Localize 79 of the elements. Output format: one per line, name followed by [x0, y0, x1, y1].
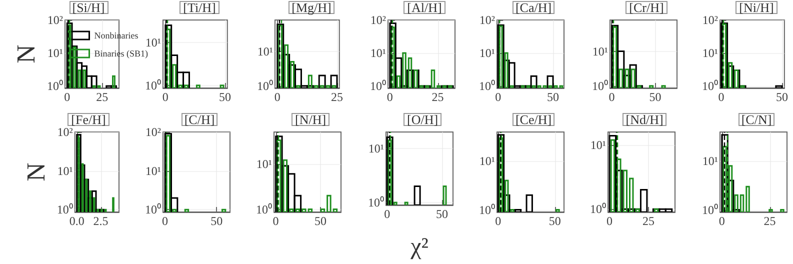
y-tick-label: 10¹	[702, 154, 718, 168]
y-tick-label: 10¹	[592, 44, 608, 58]
x-tick-label: 25	[764, 214, 776, 228]
x-tick-label: 0	[64, 90, 70, 104]
y-tick-label: 10⁰	[702, 79, 718, 94]
y-tick-label: 10¹	[479, 154, 496, 168]
y-tick-label: 10²	[47, 13, 64, 27]
x-tick-label: 2.5	[93, 214, 108, 228]
x-tick-label: 50	[776, 90, 788, 104]
y-tick-label: 10¹	[145, 35, 162, 50]
y-tick-label: 10⁰	[702, 202, 718, 217]
x-tick-label: 0	[718, 90, 724, 104]
x-tick-label: 50	[210, 214, 223, 228]
chart-title: [Ca/H]	[515, 0, 552, 15]
x-tick-label: 0.0	[69, 214, 84, 228]
y-tick-label: 10⁰	[145, 78, 161, 92]
y-tick-label: 10⁰	[257, 78, 273, 93]
y-tick-label: 10¹	[256, 156, 272, 171]
y-tick-label: 10⁰	[145, 202, 161, 217]
chart-title: [Nd/H]	[626, 112, 664, 127]
y-axis-title: N	[12, 44, 40, 64]
x-axis-title: χ²	[410, 234, 428, 260]
x-tick-label: 0	[495, 90, 502, 104]
x-tick-label: 0	[386, 90, 393, 104]
y-tick-label: 10¹	[257, 44, 274, 58]
y-tick-label: 10⁰	[368, 196, 384, 210]
x-tick-label: 50	[547, 90, 560, 104]
x-tick-label: 0	[608, 90, 615, 104]
x-tick-label: 25	[96, 90, 108, 104]
y-tick-label: 10¹	[145, 164, 162, 178]
y-axis-title: N	[21, 162, 50, 182]
chart-title: [Al/H]	[407, 0, 442, 15]
chart-title: [Ce/H]	[515, 112, 552, 127]
x-tick-label: 50	[548, 214, 561, 228]
x-tick-label: 50	[649, 90, 662, 104]
y-tick-label: 10¹	[370, 46, 386, 60]
chart-title: [N/H]	[294, 112, 326, 127]
x-tick-label: 0	[162, 90, 168, 104]
y-tick-label: 10²	[145, 125, 162, 139]
y-tick-label: 10²	[370, 13, 386, 27]
x-tick-label: 0	[272, 214, 279, 228]
y-tick-label: 10²	[479, 13, 496, 27]
y-tick-label: 10⁰	[479, 79, 495, 94]
y-tick-label: 10⁰	[590, 202, 606, 216]
y-tick-label: 10⁰	[47, 79, 63, 94]
chart-title: [Ti/H]	[183, 0, 216, 15]
y-tick-label: 10¹	[47, 46, 64, 60]
y-tick-label: 10⁰	[370, 79, 386, 94]
x-tick-label: 0	[274, 90, 280, 104]
x-tick-label: 0	[718, 214, 725, 228]
x-tick-label: 0	[495, 214, 502, 228]
y-tick-label: 10¹	[702, 46, 718, 60]
y-tick-label: 10¹	[479, 46, 496, 60]
chart-title: [C/H]	[184, 112, 215, 127]
chart-title: [Fe/H]	[71, 112, 106, 127]
x-tick-label: 50	[314, 214, 326, 228]
y-tick-label: 10⁰	[479, 202, 495, 217]
y-tick-label: 10⁰	[592, 78, 608, 93]
x-tick-label: 25	[432, 90, 444, 104]
y-tick-label: 10⁰	[56, 202, 73, 217]
x-tick-label: 0	[606, 214, 613, 228]
x-tick-label: 25	[642, 214, 655, 228]
x-tick-label: 50	[436, 207, 448, 221]
x-tick-label: 25	[331, 90, 343, 104]
x-tick-label: 0	[384, 207, 390, 221]
chart-title: [C/N]	[741, 112, 772, 127]
chart-title: [Cr/H]	[629, 0, 664, 15]
chart-title: [Si/H]	[72, 0, 105, 15]
y-tick-label: 10⁰	[256, 202, 272, 216]
y-tick-label: 10²	[702, 13, 718, 27]
chart-title: [Mg/H]	[292, 0, 332, 15]
x-tick-label: 50	[219, 90, 231, 104]
y-tick-label: 10¹	[57, 164, 74, 178]
y-tick-label: 10¹	[368, 141, 384, 156]
chart-title: [O/H]	[406, 112, 438, 127]
x-tick-label: 0	[162, 214, 168, 228]
chart-title: [Ni/H]	[739, 0, 774, 15]
y-tick-label: 10¹	[590, 138, 606, 152]
y-tick-label: 10²	[57, 125, 74, 139]
